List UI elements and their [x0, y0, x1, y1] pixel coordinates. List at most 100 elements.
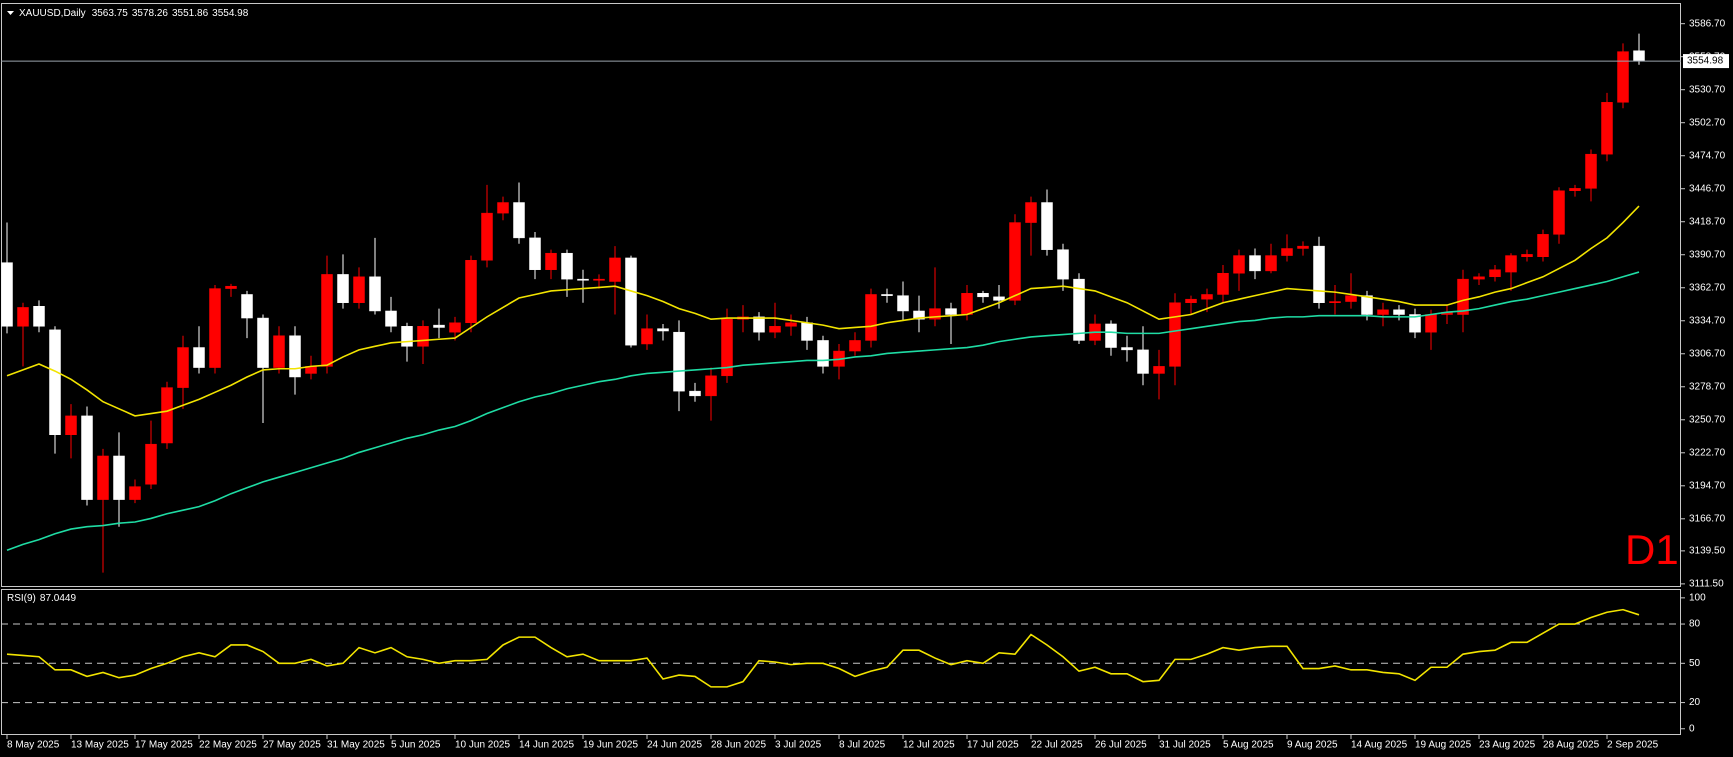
y-tick-label: 3306.70 — [1689, 348, 1726, 359]
candle-body — [65, 415, 77, 436]
timeframe-label: D1 — [1625, 526, 1679, 573]
candle-body — [417, 326, 429, 347]
x-tick-label: 19 Aug 2025 — [1415, 740, 1472, 751]
candle-body — [1537, 234, 1549, 257]
candle-body — [289, 335, 301, 378]
candle-body — [577, 278, 589, 281]
candle-body — [129, 486, 141, 500]
y-tick-label: 3446.70 — [1689, 183, 1726, 194]
symbol: XAUUSD,Daily — [19, 8, 86, 19]
candle-body — [1041, 202, 1053, 250]
candle-body — [785, 322, 797, 327]
x-tick-label: 8 Jul 2025 — [839, 740, 886, 751]
header-open: 3563.75 — [92, 8, 129, 19]
candle-body — [113, 455, 125, 500]
candle-body — [849, 340, 861, 352]
candle-body — [209, 288, 221, 368]
x-tick-label: 8 May 2025 — [7, 740, 60, 751]
candle-body — [1489, 269, 1501, 278]
candle-body — [1409, 314, 1421, 333]
candle-body — [1057, 249, 1069, 280]
candle-body — [1601, 102, 1613, 155]
x-tick-label: 10 Jun 2025 — [455, 740, 510, 751]
x-tick-label: 22 Jul 2025 — [1031, 740, 1083, 751]
y-tick-label: 50 — [1689, 658, 1701, 669]
x-tick-label: 19 Jun 2025 — [583, 740, 638, 751]
y-tick-label: 3334.70 — [1689, 315, 1726, 326]
axes: 3586.703558.703530.703502.703474.703446.… — [6, 18, 1729, 751]
candle-body — [1249, 255, 1261, 272]
x-tick-label: 5 Aug 2025 — [1223, 740, 1274, 751]
candle-body — [1265, 255, 1277, 272]
y-tick-label: 3474.70 — [1689, 150, 1726, 161]
candle-body — [913, 310, 925, 320]
candle-body — [881, 294, 893, 296]
moving-average-line — [6, 271, 1640, 552]
x-tick-label: 2 Sep 2025 — [1607, 740, 1659, 751]
x-tick-label: 31 Jul 2025 — [1159, 740, 1211, 751]
candle-body — [545, 252, 557, 270]
candle-body — [929, 308, 941, 320]
candle-body — [449, 322, 461, 333]
rsi-line — [6, 608, 1640, 688]
candle-body — [145, 443, 157, 485]
candle-body — [401, 326, 413, 347]
candle-body — [81, 415, 93, 500]
rsi-plot — [1, 608, 1681, 704]
candle-body — [49, 329, 61, 436]
y-tick-label: 100 — [1689, 592, 1706, 603]
last-price-label: 3554.98 — [1687, 56, 1724, 67]
x-tick-label: 14 Aug 2025 — [1351, 740, 1408, 751]
candle-body — [1633, 50, 1645, 62]
candle-body — [977, 293, 989, 298]
candle-body — [321, 274, 333, 367]
x-tick-label: 12 Jul 2025 — [903, 740, 955, 751]
candle-body — [337, 274, 349, 303]
candle-body — [1521, 254, 1533, 257]
candle-body — [225, 285, 237, 289]
candle-body — [769, 326, 781, 333]
y-tick-label: 3586.70 — [1689, 18, 1726, 29]
candle-body — [1473, 276, 1485, 280]
candle-body — [17, 307, 29, 327]
x-tick-label: 14 Jun 2025 — [519, 740, 574, 751]
candle-body — [273, 335, 285, 368]
candle-body — [561, 252, 573, 280]
candle-body — [897, 295, 909, 312]
y-tick-label: 3222.70 — [1689, 447, 1726, 458]
candle-body — [481, 212, 493, 261]
y-tick-label: 3166.70 — [1689, 513, 1726, 524]
candle-body — [1585, 153, 1597, 189]
menu-triangle — [7, 11, 14, 15]
rsi-panel-frame — [1, 589, 1681, 735]
candle-body — [1217, 272, 1229, 295]
candle-body — [529, 237, 541, 270]
candle-body — [945, 308, 957, 315]
candle-body — [673, 331, 685, 392]
candle-body — [753, 316, 765, 333]
candle-body — [817, 340, 829, 367]
rsi-title: RSI(9) — [7, 593, 36, 604]
candle-body — [705, 375, 717, 397]
candle-body — [1153, 366, 1165, 374]
y-tick-label: 3278.70 — [1689, 381, 1726, 392]
x-tick-label: 3 Jul 2025 — [775, 740, 822, 751]
candle-body — [1009, 222, 1021, 301]
candle-body — [497, 202, 509, 214]
candle-body — [1393, 309, 1405, 315]
candle-body — [257, 317, 269, 368]
moving-average-line — [6, 205, 1640, 417]
y-tick-label: 3111.50 — [1689, 579, 1724, 590]
candle-body — [1313, 245, 1325, 303]
candle-body — [161, 387, 173, 444]
y-tick-label: 3418.70 — [1689, 216, 1726, 227]
candle-body — [961, 293, 973, 315]
candle-body — [625, 257, 637, 346]
x-tick-label: 28 Jun 2025 — [711, 740, 766, 751]
candle-body — [1361, 295, 1373, 315]
candle-body — [689, 390, 701, 397]
candle-body — [593, 278, 605, 281]
